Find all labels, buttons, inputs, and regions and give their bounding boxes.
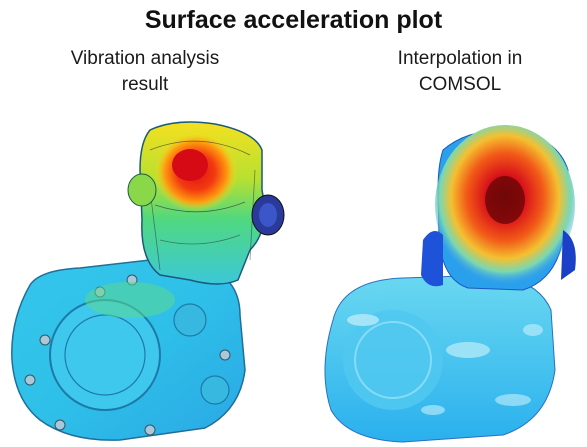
- right-caption-line-1: Interpolation in: [397, 48, 523, 69]
- figure-title: Surface acceleration plot: [144, 6, 443, 34]
- right-clutch-cover: [343, 310, 443, 410]
- left-panel-caption: Vibration analysis result: [20, 46, 270, 98]
- left-caption-line-1: Vibration analysis: [70, 48, 220, 69]
- left-caption-line-2: result: [121, 74, 169, 95]
- vibration-analysis-render: [0, 110, 300, 447]
- right-caption-line-2: COMSOL: [418, 74, 502, 95]
- comsol-interpolation-render: [293, 110, 587, 447]
- right-panel-caption: Interpolation in COMSOL: [335, 46, 585, 98]
